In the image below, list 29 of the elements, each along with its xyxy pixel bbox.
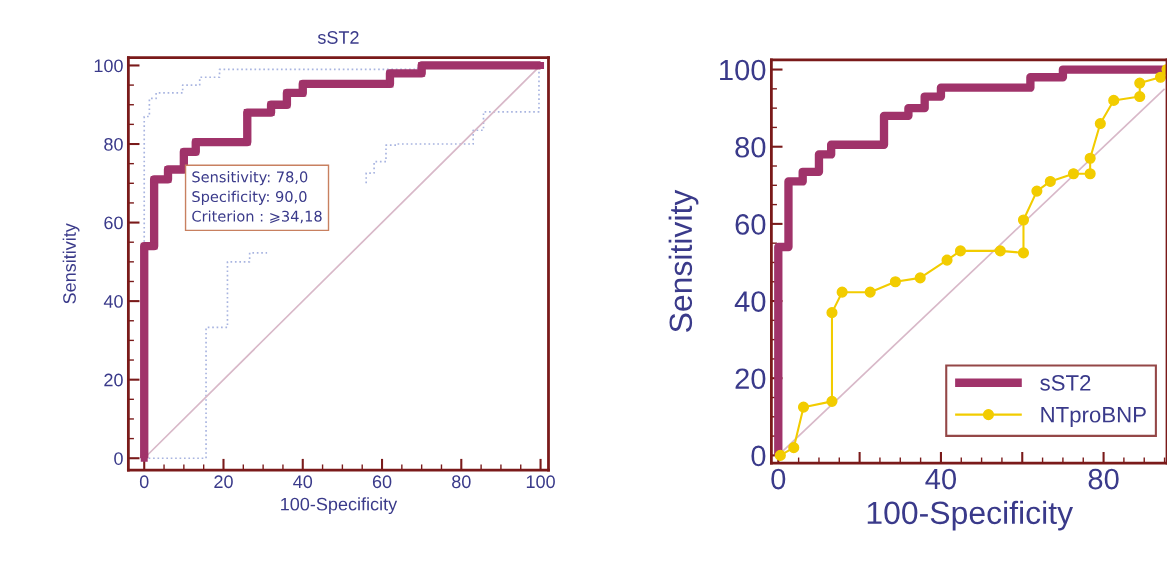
- x-tick-label: 0: [139, 475, 149, 489]
- y-tick-label: 60: [735, 214, 766, 235]
- y-axis-title: Sensitivity: [62, 223, 80, 304]
- x-tick-label: 0: [771, 468, 786, 490]
- x-tick-label: 40: [293, 475, 313, 489]
- chart-title: sST2: [317, 31, 359, 44]
- y-tick-label: 100: [720, 59, 766, 81]
- x-tick-label: 20: [214, 475, 233, 489]
- y-tick-label: 0: [114, 452, 123, 465]
- x-tick-label: 80: [1088, 468, 1119, 490]
- y-tick-label: 20: [735, 368, 766, 390]
- y-tick-label: 60: [104, 216, 123, 230]
- y-tick-label: 0: [751, 445, 766, 467]
- x-tick-label: 40: [925, 468, 957, 490]
- y-tick-label: 40: [103, 295, 123, 308]
- y-tick-label: 80: [735, 136, 766, 158]
- x-axis-title: 100-Specificity: [867, 500, 1073, 531]
- x-axis-title: 100-Specificity: [281, 497, 398, 515]
- y-axis-title: Sensitivity: [668, 189, 699, 332]
- legend-label: sST2: [1040, 375, 1091, 391]
- x-tick-label: 100: [526, 475, 555, 489]
- x-tick-label: 60: [372, 475, 392, 489]
- y-tick-label: 80: [104, 137, 123, 151]
- annotation: Sensitivity: 78,0 Specificity: 90,0 Criterion : ⩾34,18: [192, 171, 322, 224]
- y-tick-label: 40: [734, 291, 766, 312]
- y-tick-label: 20: [104, 373, 123, 387]
- y-tick-label: 100: [94, 59, 123, 73]
- x-tick-label: 80: [452, 475, 471, 489]
- legend-label: NTproBNP: [1041, 407, 1146, 427]
